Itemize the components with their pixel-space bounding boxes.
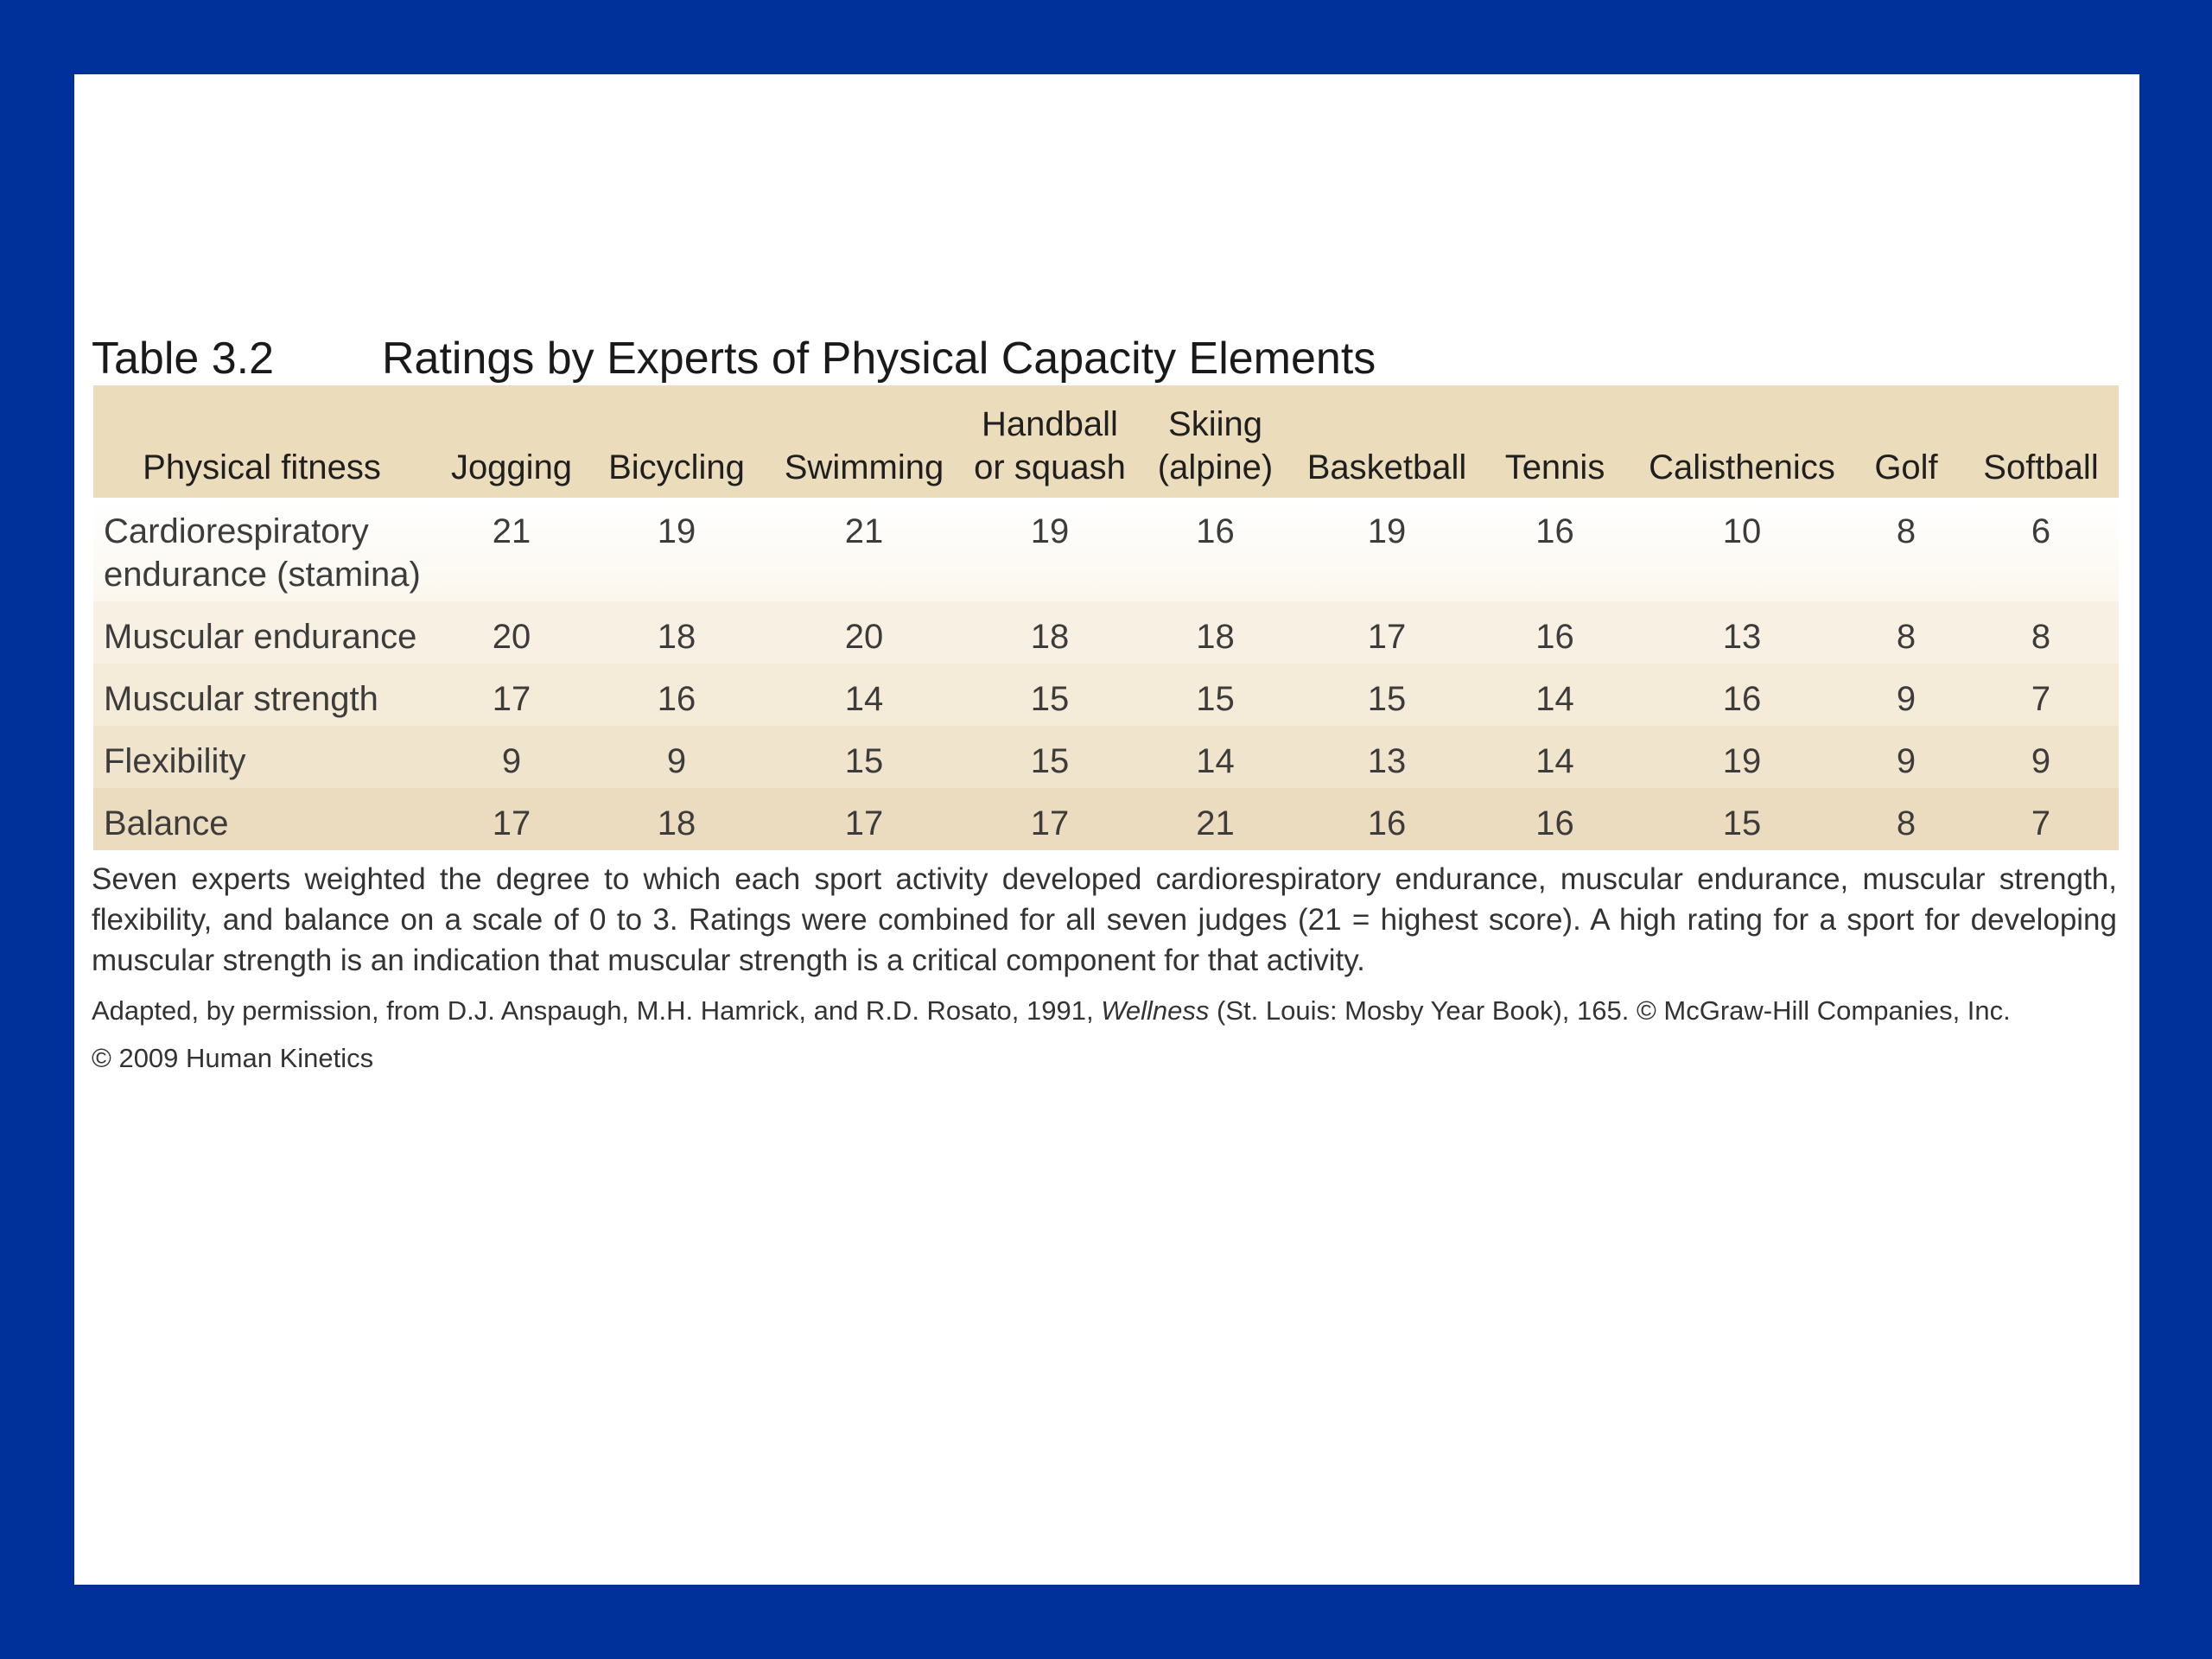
header-basketball: Basketball [1306,448,1467,486]
header-tennis: Tennis [1504,448,1605,486]
table-cell: 9 [593,726,760,788]
table-cell: 18 [593,601,760,664]
table-cell: 13 [1635,601,1849,664]
header-jogging: Jogging [450,448,573,486]
table-cell: 9 [1849,664,1963,726]
table-cell: 20 [760,601,968,664]
row-label: Muscular strength [93,664,430,726]
row-label: Flexibility [93,726,430,788]
table-cell: 15 [760,726,968,788]
table-cell: 10 [1635,498,1849,601]
table-cell: 16 [1132,498,1299,601]
table-row: Muscular endurance 20 18 20 18 18 17 16 … [93,601,2119,664]
table-cell: 21 [430,498,593,601]
table-cell: 14 [1475,664,1635,726]
table-cell: 13 [1299,726,1475,788]
table-cell: 16 [1475,601,1635,664]
row-label: Muscular endurance [93,601,430,664]
table-cell: 8 [1849,498,1963,601]
table-cell: 19 [968,498,1132,601]
table-cell: 15 [968,726,1132,788]
table-cell: 7 [1963,788,2119,850]
table-cell: 18 [593,788,760,850]
table-cell: 16 [1635,664,1849,726]
table-cell: 7 [1963,664,2119,726]
table-cell: 17 [430,664,593,726]
row-label: Balance [93,788,430,850]
table-title: Table 3.2 Ratings by Experts of Physical… [92,327,1376,391]
table-cell: 8 [1963,601,2119,664]
table-cell: 14 [760,664,968,726]
table-cell: 18 [968,601,1132,664]
table-cell: 17 [430,788,593,850]
table-cell: 9 [1963,726,2119,788]
table-cell: 9 [430,726,593,788]
table-cell: 17 [1299,601,1475,664]
header-softball: Softball [1983,448,2099,486]
header-physical-fitness: Physical fitness [143,448,381,486]
table-cell: 17 [760,788,968,850]
slide-page: Table 3.2 Ratings by Experts of Physical… [74,74,2139,1585]
table-cell: 21 [1132,788,1299,850]
source-text: Adapted, by permission, from D.J. Anspau… [92,995,1102,1026]
table-cell: 16 [1299,788,1475,850]
table-header-row: Physical fitness Jogging Bicycling Swimm… [93,385,2119,498]
header-handball-or-squash: Handball or squash [974,405,1126,486]
header-swimming: Swimming [784,448,944,486]
table-cell: 8 [1849,788,1963,850]
table-cell: 6 [1963,498,2119,601]
table-cell: 19 [1299,498,1475,601]
table-cell: 17 [968,788,1132,850]
table-row: Flexibility 9 9 15 15 14 13 14 19 9 9 [93,726,2119,788]
row-label: Cardiorespiratory endurance (stamina) [93,498,430,601]
source-citation: Adapted, by permission, from D.J. Anspau… [92,991,2117,1031]
table-cell: 18 [1132,601,1299,664]
table-cell: 19 [593,498,760,601]
table-cell: 19 [1635,726,1849,788]
table-cell: 15 [1299,664,1475,726]
table-cell: 16 [593,664,760,726]
table-cell: 15 [1132,664,1299,726]
table-cell: 16 [1475,498,1635,601]
copyright-line: © 2009 Human Kinetics [92,1043,374,1073]
header-golf: Golf [1874,448,1938,486]
header-bicycling: Bicycling [608,448,745,486]
table-cell: 15 [1635,788,1849,850]
table-row: Muscular strength 17 16 14 15 15 15 14 1… [93,664,2119,726]
table-cell: 9 [1849,726,1963,788]
table-row: Balance 17 18 17 17 21 16 16 15 8 7 [93,788,2119,850]
table-cell: 16 [1475,788,1635,850]
ratings-table: Physical fitness Jogging Bicycling Swimm… [93,385,2119,850]
header-calisthenics: Calisthenics [1649,448,1835,486]
header-skiing-alpine: Skiing (alpine) [1157,405,1274,486]
table-notes: Seven experts weighted the degree to whi… [92,862,2117,977]
table-cell: 20 [430,601,593,664]
source-book-title: Wellness [1101,995,1210,1026]
table-cell: 14 [1132,726,1299,788]
table-title-text: Ratings by Experts of Physical Capacity … [382,334,1376,384]
table-cell: 15 [968,664,1132,726]
table-cell: 14 [1475,726,1635,788]
table-cell: 8 [1849,601,1963,664]
table-cell: 21 [760,498,968,601]
source-text-rest: (St. Louis: Mosby Year Book), 165. © McG… [1209,995,2011,1026]
table-number: Table 3.2 [92,334,275,384]
table-row: Cardiorespiratory endurance (stamina) 21 … [93,498,2119,601]
